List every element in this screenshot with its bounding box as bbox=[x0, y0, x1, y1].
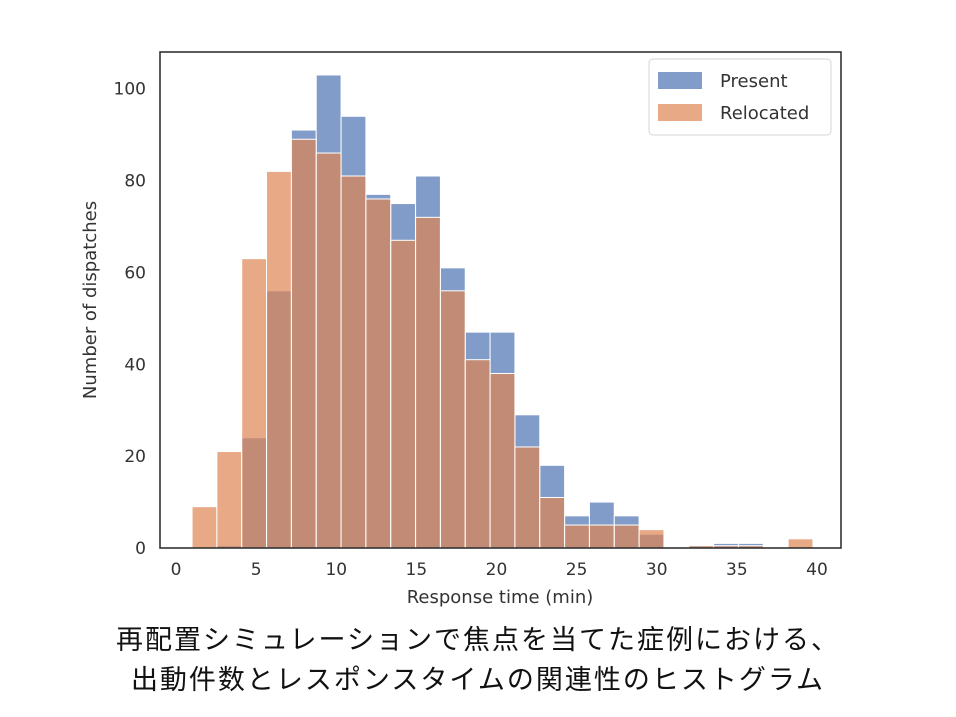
x-tick-label: 20 bbox=[486, 560, 508, 580]
x-axis-label: Response time (min) bbox=[407, 587, 594, 608]
legend-label-present: Present bbox=[720, 71, 788, 92]
relocated-bar bbox=[638, 529, 665, 549]
x-tick-label: 40 bbox=[806, 560, 828, 580]
legend-swatch-relocated bbox=[658, 104, 702, 121]
relocated-bar bbox=[191, 506, 218, 549]
legend-swatch-present bbox=[658, 72, 702, 89]
relocated-bar bbox=[216, 451, 243, 549]
y-tick-label: 20 bbox=[124, 447, 146, 467]
x-tick-label: 5 bbox=[251, 560, 262, 580]
x-tick-label: 25 bbox=[566, 560, 588, 580]
legend-label-relocated: Relocated bbox=[720, 103, 809, 124]
caption-line-2: 出動件数とレスポンスタイムの関連性のヒストグラム bbox=[130, 665, 826, 696]
caption-line-1: 再配置シミュレーションで焦点を当てた症例における、 bbox=[116, 625, 840, 656]
relocated-bar bbox=[588, 524, 615, 549]
relocated-bar bbox=[241, 258, 268, 549]
y-tick-label: 80 bbox=[124, 172, 146, 192]
relocated-bar bbox=[489, 372, 516, 549]
relocated-bar bbox=[439, 290, 466, 549]
y-tick-label: 40 bbox=[124, 355, 146, 375]
x-tick-label: 0 bbox=[171, 560, 182, 580]
x-tick-label: 30 bbox=[646, 560, 668, 580]
x-axis-ticks: 0 5 10 15 20 25 30 35 40 bbox=[171, 560, 828, 580]
relocated-bar bbox=[290, 138, 317, 549]
x-tick-label: 15 bbox=[406, 560, 428, 580]
x-tick-label: 10 bbox=[325, 560, 347, 580]
y-axis-ticks: 0 20 40 60 80 100 bbox=[114, 80, 146, 559]
relocated-bar bbox=[365, 198, 392, 549]
relocated-bar bbox=[539, 496, 566, 549]
y-tick-label: 100 bbox=[114, 80, 146, 100]
relocated-bar bbox=[514, 446, 541, 549]
relocated-bar bbox=[564, 524, 590, 549]
x-tick-label: 35 bbox=[726, 560, 748, 580]
relocated-bar bbox=[464, 359, 491, 549]
relocated-bar bbox=[266, 170, 292, 549]
legend: Present Relocated bbox=[648, 58, 832, 136]
relocated-bar bbox=[340, 175, 367, 549]
relocated-bar bbox=[315, 152, 342, 549]
relocated-bar bbox=[390, 239, 417, 549]
relocated-series-bars bbox=[191, 138, 814, 549]
relocated-bar bbox=[787, 538, 814, 549]
relocated-bar bbox=[415, 216, 441, 549]
relocated-bar bbox=[613, 524, 640, 549]
y-tick-label: 0 bbox=[135, 539, 146, 559]
y-tick-label: 60 bbox=[124, 263, 146, 283]
y-axis-label: Number of dispatches bbox=[80, 201, 101, 399]
histogram-chart: 0 5 10 15 20 25 30 35 40 0 20 40 60 80 100 Response t… bbox=[80, 51, 842, 608]
plot-frame bbox=[159, 51, 842, 549]
